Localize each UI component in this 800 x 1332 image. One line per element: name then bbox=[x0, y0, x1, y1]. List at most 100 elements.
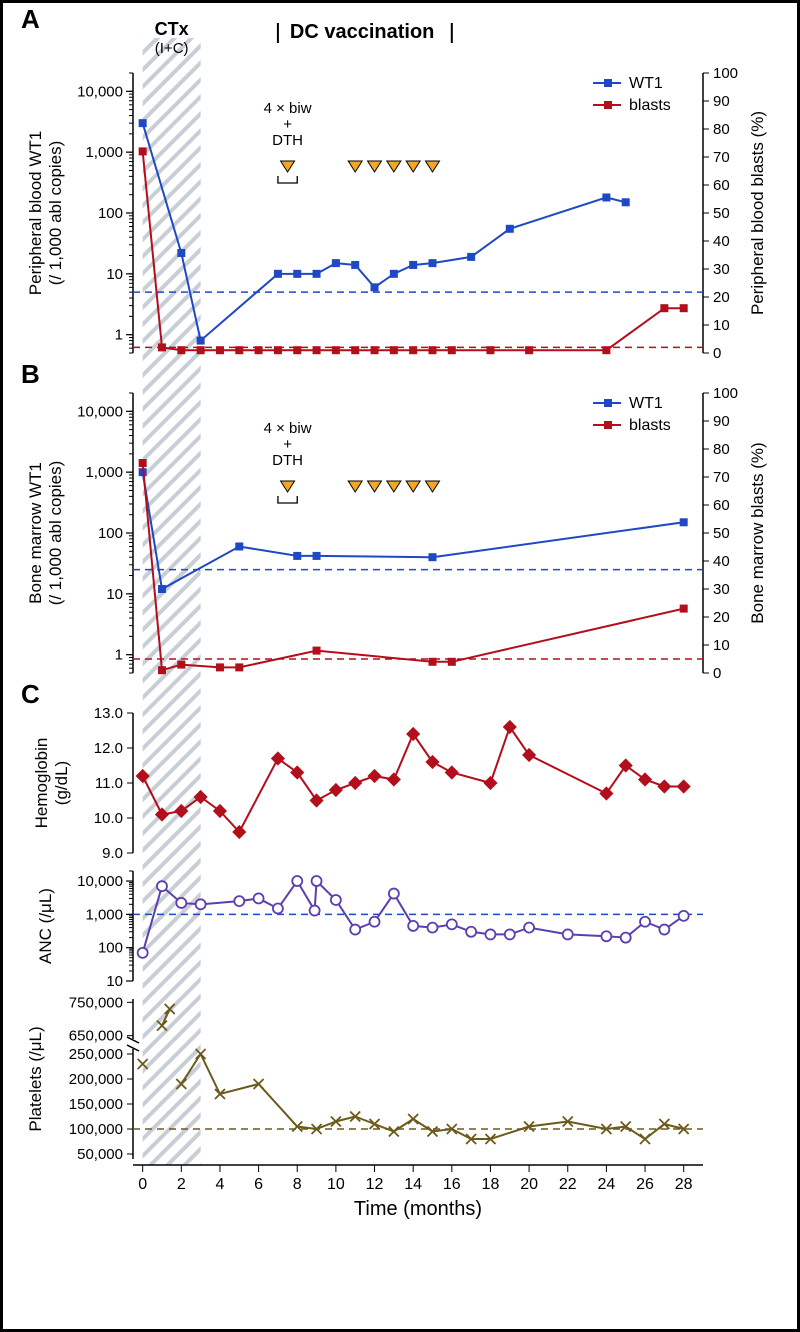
dth-label-bot: DTH bbox=[272, 452, 303, 469]
panelA-yright-label: Peripheral blood blasts (%) bbox=[748, 111, 767, 315]
panelA-blasts-marker bbox=[313, 346, 321, 354]
dth-bracket bbox=[278, 176, 297, 183]
ytick-right: 30 bbox=[713, 261, 730, 278]
panelA-blasts-marker bbox=[660, 304, 668, 312]
dth-triangle-icon bbox=[348, 481, 362, 492]
xtick: 18 bbox=[482, 1176, 500, 1193]
panelB-blasts-marker bbox=[158, 666, 166, 674]
plt-ytick: 650,000 bbox=[69, 1028, 123, 1045]
hemoglobin-marker bbox=[329, 783, 343, 797]
panelA-blasts-marker bbox=[216, 346, 224, 354]
hemoglobin-marker bbox=[599, 786, 613, 800]
ytick-right: 10 bbox=[713, 317, 730, 334]
panelA-wt1-marker bbox=[177, 249, 185, 257]
anc-marker bbox=[273, 903, 283, 913]
xtick: 2 bbox=[177, 1176, 186, 1193]
hemoglobin-marker bbox=[522, 748, 536, 762]
hemoglobin-marker bbox=[483, 776, 497, 790]
dth-triangle-icon bbox=[425, 481, 439, 492]
xtick: 22 bbox=[559, 1176, 577, 1193]
panelB-blasts-marker bbox=[177, 661, 185, 669]
panelA-wt1-line bbox=[143, 123, 626, 340]
hemoglobin-marker bbox=[271, 751, 285, 765]
legend-marker bbox=[604, 399, 612, 407]
panel-letter-A: A bbox=[21, 4, 40, 34]
anc-marker bbox=[427, 923, 437, 933]
dth-triangle-icon bbox=[348, 161, 362, 172]
ytick-left: 100 bbox=[98, 205, 123, 222]
legend-label: blasts bbox=[629, 417, 671, 434]
panelB-blasts-marker bbox=[448, 658, 456, 666]
legend-label: blasts bbox=[629, 97, 671, 114]
dth-label-plus: + bbox=[283, 116, 292, 133]
xtick: 0 bbox=[138, 1176, 147, 1193]
dth-triangle-icon bbox=[281, 481, 295, 492]
panelA-wt1-marker bbox=[139, 119, 147, 127]
hemoglobin-marker bbox=[387, 772, 401, 786]
anc-line bbox=[143, 881, 684, 953]
anc-marker bbox=[447, 919, 457, 929]
hb-ytick: 9.0 bbox=[102, 845, 123, 862]
ytick-right: 90 bbox=[713, 93, 730, 110]
hemoglobin-marker bbox=[503, 720, 517, 734]
panelA-wt1-marker bbox=[409, 261, 417, 269]
panelA-blasts-marker bbox=[680, 304, 688, 312]
panelB-yleft-label: Bone marrow WT1 bbox=[26, 462, 45, 604]
xtick: 28 bbox=[675, 1176, 693, 1193]
hemoglobin-marker bbox=[425, 755, 439, 769]
panelA-blasts-marker bbox=[371, 346, 379, 354]
anc-marker bbox=[659, 925, 669, 935]
panelA-blasts-marker bbox=[255, 346, 263, 354]
panelA-blasts-marker bbox=[235, 346, 243, 354]
ctx-sublabel: (I+C) bbox=[155, 40, 189, 57]
ytick-right: 80 bbox=[713, 441, 730, 458]
panelB-blasts-marker bbox=[680, 605, 688, 613]
ytick-left: 1 bbox=[115, 647, 123, 664]
anc-marker bbox=[563, 929, 573, 939]
ytick-right: 100 bbox=[713, 65, 738, 82]
panelA-wt1-marker bbox=[506, 225, 514, 233]
dth-triangle-icon bbox=[406, 161, 420, 172]
panelB-wt1-marker bbox=[158, 585, 166, 593]
anc-marker bbox=[292, 876, 302, 886]
anc-ytick: 100 bbox=[98, 940, 123, 957]
hb-label2: (g/dL) bbox=[52, 761, 71, 805]
anc-marker bbox=[176, 898, 186, 908]
hb-ytick: 11.0 bbox=[95, 775, 123, 792]
anc-marker bbox=[234, 896, 244, 906]
dth-label-top: 4 × biw bbox=[264, 100, 312, 117]
ytick-left: 10 bbox=[106, 586, 123, 603]
hb-ytick: 13.0 bbox=[94, 705, 123, 722]
plt-label: Platelets (/μL) bbox=[26, 1026, 45, 1131]
figure-frame: CTx(I+C)DC vaccination1101001,00010,0000… bbox=[0, 0, 800, 1332]
ytick-left: 100 bbox=[98, 525, 123, 542]
dth-label-top: 4 × biw bbox=[264, 420, 312, 437]
platelets-line bbox=[162, 1009, 684, 1139]
legend-marker bbox=[604, 421, 612, 429]
hemoglobin-marker bbox=[406, 727, 420, 741]
anc-marker bbox=[466, 927, 476, 937]
x-axis-label: Time (months) bbox=[354, 1198, 482, 1220]
panelB-wt1-marker bbox=[313, 552, 321, 560]
hemoglobin-marker bbox=[290, 765, 304, 779]
anc-ytick: 1,000 bbox=[85, 906, 123, 923]
ytick-left: 1,000 bbox=[85, 144, 123, 161]
hemoglobin-marker bbox=[657, 779, 671, 793]
panelA-blasts-marker bbox=[390, 346, 398, 354]
xtick: 16 bbox=[443, 1176, 461, 1193]
xtick: 24 bbox=[597, 1176, 615, 1193]
anc-marker bbox=[389, 889, 399, 899]
panelB-wt1-marker bbox=[428, 553, 436, 561]
ytick-left: 10,000 bbox=[77, 83, 123, 100]
panelA-blasts-marker bbox=[448, 346, 456, 354]
ytick-right: 50 bbox=[713, 205, 730, 222]
panelB-blasts-marker bbox=[235, 663, 243, 671]
ytick-left: 10 bbox=[106, 266, 123, 283]
panelB-blasts-marker bbox=[428, 658, 436, 666]
ytick-right: 40 bbox=[713, 233, 730, 250]
xtick: 14 bbox=[404, 1176, 422, 1193]
dth-label-plus: + bbox=[283, 436, 292, 453]
panelA-blasts-marker bbox=[274, 346, 282, 354]
panelB-yleft-label2: (/ 1,000 abl copies) bbox=[46, 461, 65, 606]
panelB-wt1-marker bbox=[293, 552, 301, 560]
